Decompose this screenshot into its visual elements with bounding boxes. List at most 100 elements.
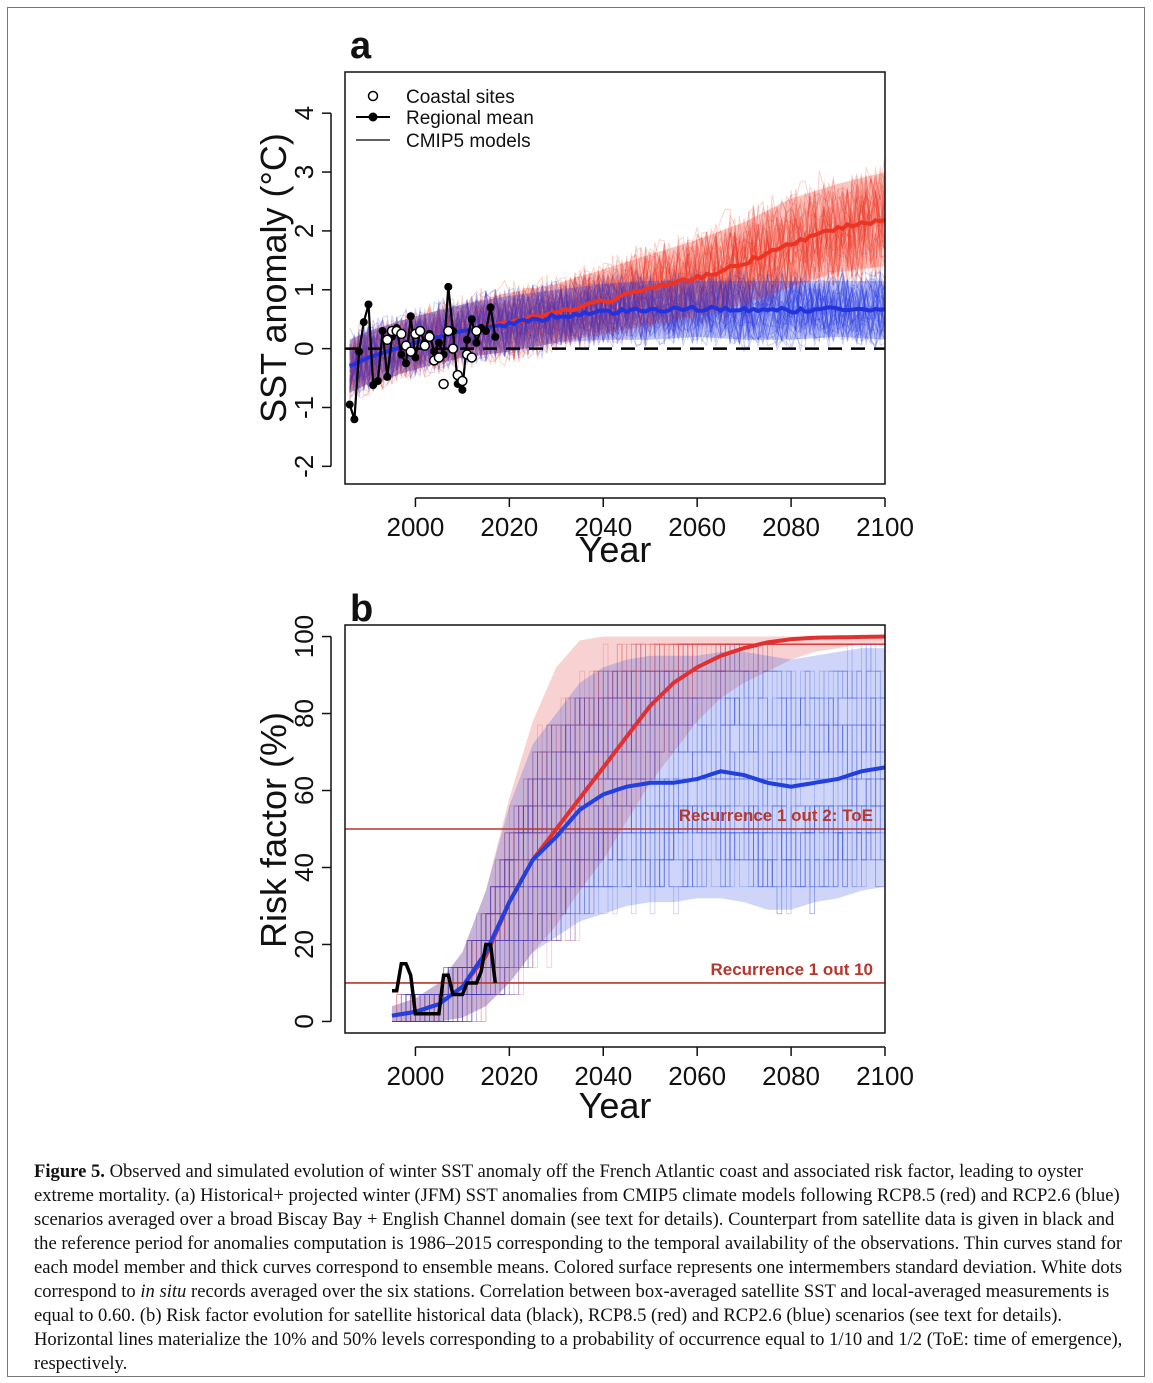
model-member-line <box>392 643 885 1022</box>
coastal-site-point <box>471 325 482 337</box>
model-member-line <box>392 643 885 1022</box>
model-member-line <box>392 778 885 1022</box>
model-member-line <box>392 643 885 1022</box>
model-member-line <box>349 188 885 393</box>
model-member-line <box>392 643 885 1022</box>
model-member-line <box>392 643 885 1022</box>
model-member-line <box>349 179 885 389</box>
regional-mean-point <box>402 359 411 368</box>
panel-a-x-tick-label: 2020 <box>480 512 538 542</box>
coastal-site-point <box>424 331 435 343</box>
legend-regional-mean: Regional mean <box>406 108 534 129</box>
model-member-line <box>392 805 885 1022</box>
model-member-line <box>349 190 885 389</box>
model-member-line <box>392 832 885 1022</box>
model-member-line <box>392 778 885 1022</box>
panel-b-y-tick-label: 20 <box>289 930 319 959</box>
regional-mean-point <box>378 326 387 335</box>
model-member-line <box>349 189 885 388</box>
model-member-line <box>349 191 885 388</box>
model-member-line <box>349 283 885 393</box>
spread-band <box>392 648 885 1022</box>
panel-a-x-tick-label: 2100 <box>856 512 914 542</box>
model-member-line <box>392 670 885 1022</box>
model-member-line <box>392 643 885 1022</box>
model-member-line <box>349 170 885 375</box>
panel-b-y-tick-label: 40 <box>289 853 319 882</box>
figure-frame <box>7 7 1145 1377</box>
regional-mean-point <box>373 377 382 385</box>
model-member-line <box>349 284 885 394</box>
panel-b-letter: b <box>350 588 373 630</box>
model-member-line <box>349 283 885 388</box>
model-member-line <box>349 176 885 378</box>
model-member-line <box>349 179 885 366</box>
caption-italic: in situ <box>140 1281 187 1302</box>
regional-mean-point <box>491 332 500 341</box>
panel-b-threshold-lines: Recurrence 1 out 2: ToE Recurrence 1 out … <box>345 806 885 984</box>
model-member-line <box>349 188 885 392</box>
panel-a: a 2000 2020 2040 2060 2080 2100 -2 -1 0 1 2 3 4 Year… <box>253 25 914 570</box>
caption-text-2: records averaged over the six stations. … <box>34 1281 1123 1374</box>
model-member-line <box>392 697 885 1022</box>
model-member-line <box>392 643 885 1022</box>
panel-a-x-tick-label: 2040 <box>574 512 632 542</box>
model-member-line <box>349 269 885 385</box>
model-member-line <box>392 778 885 1022</box>
panel-b-spread-bands <box>392 636 885 1022</box>
regional-mean-point <box>434 338 443 347</box>
model-member-line <box>349 277 885 388</box>
regional-mean-point <box>481 326 490 335</box>
model-member-line <box>392 643 885 1022</box>
panel-b-x-tick-label: 2020 <box>480 1061 538 1091</box>
model-member-line <box>349 273 885 380</box>
model-member-line <box>349 184 885 399</box>
panel-a-model-members <box>349 154 885 401</box>
model-member-line <box>349 186 885 396</box>
panel-a-y-tick-label: 1 <box>289 283 319 297</box>
spread-band <box>392 636 885 1022</box>
model-member-line <box>349 190 885 390</box>
model-member-line <box>349 277 885 387</box>
model-member-line <box>349 283 885 375</box>
panel-a-axes: 2000 2020 2040 2060 2080 2100 -2 -1 0 1 2 3 4 <box>289 106 914 542</box>
regional-mean-point <box>355 347 364 356</box>
ensemble-mean-line <box>348 304 886 369</box>
model-member-line <box>392 643 885 1022</box>
panel-a-x-tick-label: 2060 <box>668 512 726 542</box>
panel-b-ylabel: Risk factor (%) <box>253 712 294 948</box>
regional-mean-point <box>486 303 495 312</box>
model-member-line <box>392 832 885 1022</box>
model-member-line <box>349 281 885 382</box>
panel-a-y-tick-label: 2 <box>289 224 319 238</box>
caption-text-1: Observed and simulated evolution of wint… <box>34 1161 1123 1302</box>
coastal-site-point <box>414 325 426 337</box>
model-member-line <box>392 697 885 1022</box>
regional-mean-point <box>458 385 467 394</box>
model-member-line <box>349 154 885 381</box>
regional-mean-point <box>472 338 481 347</box>
panel-a-plot-box <box>344 71 886 485</box>
model-member-line <box>349 190 885 391</box>
model-member-line <box>392 832 885 1022</box>
regional-mean-point <box>345 400 354 409</box>
model-member-line <box>392 724 885 1022</box>
model-member-line <box>349 173 885 378</box>
regional-mean-point <box>350 415 359 424</box>
model-member-line <box>349 189 885 390</box>
model-member-line <box>392 670 885 1022</box>
panel-b-y-tick-label: 60 <box>289 776 319 805</box>
legend-regional-mean-marker <box>368 112 378 122</box>
regional-mean-point <box>467 315 476 324</box>
model-member-line <box>349 176 885 382</box>
model-member-line <box>392 643 885 1022</box>
model-member-line <box>349 281 885 391</box>
coastal-site-point <box>466 352 478 363</box>
panel-a-letter: a <box>350 25 372 67</box>
spread-band <box>349 172 885 393</box>
model-member-line <box>392 643 885 1022</box>
model-member-line <box>349 272 885 381</box>
model-member-line <box>349 283 885 394</box>
panel-b-x-tick-label: 2000 <box>387 1061 445 1091</box>
